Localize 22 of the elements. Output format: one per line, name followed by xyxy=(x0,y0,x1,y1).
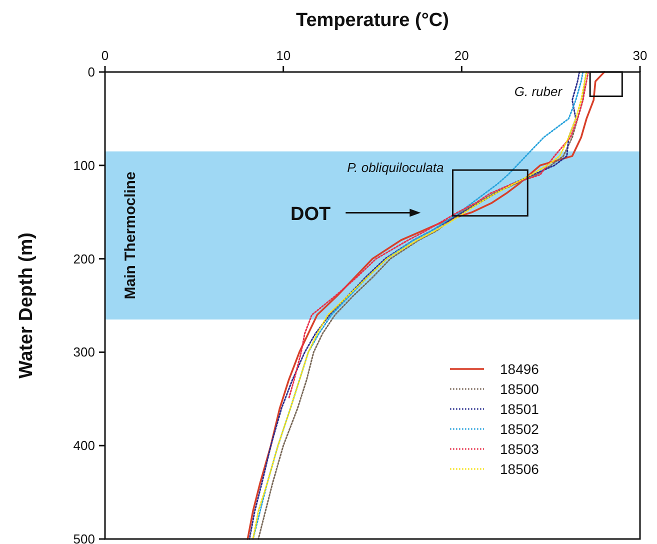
x-tick-label: 10 xyxy=(276,48,291,63)
y-tick-label: 100 xyxy=(73,158,95,173)
y-tick-label: 300 xyxy=(73,344,95,360)
y-tick-label: 0 xyxy=(88,64,95,80)
y-tick-label: 200 xyxy=(73,251,95,266)
legend-label: 18500 xyxy=(500,381,540,397)
x-tick-label: 20 xyxy=(454,48,469,63)
legend-label: 18503 xyxy=(500,441,540,457)
y-tick-label: 500 xyxy=(73,532,95,544)
legend-label: 18501 xyxy=(500,401,540,417)
annotation: G. ruber xyxy=(514,84,563,99)
legend-label: 18502 xyxy=(500,421,540,437)
x-tick-label: 0 xyxy=(101,48,109,63)
y-tick-label: 400 xyxy=(73,438,95,454)
y-axis-title: Water Depth (m) xyxy=(16,232,37,379)
annotation: P. obliquiloculata xyxy=(347,160,444,176)
x-axis-title: Temperature (°C) xyxy=(296,10,449,31)
annotation: DOT xyxy=(290,204,332,225)
x-tick-label: 30 xyxy=(632,48,648,63)
band-label: Main Thermocline xyxy=(122,172,139,300)
legend-label: 18506 xyxy=(500,461,540,477)
legend-label: 18496 xyxy=(500,361,540,377)
